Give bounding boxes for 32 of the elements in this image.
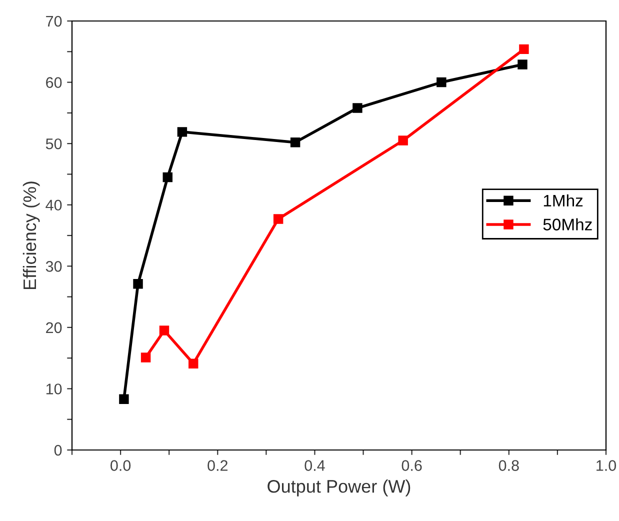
legend-label: 1Mhz	[544, 194, 583, 206]
x-tick-label: 1.0	[596, 460, 616, 471]
legend-label: 50Mhz	[543, 218, 592, 230]
point	[188, 358, 198, 368]
point	[177, 127, 188, 137]
y-tick-label: 10	[46, 384, 62, 394]
point	[290, 137, 300, 148]
point	[436, 77, 446, 88]
y-tick-label: 0	[54, 444, 62, 456]
x-axis-title: Output Power (W)	[268, 480, 410, 496]
point	[140, 352, 151, 362]
point	[398, 136, 408, 146]
y-tick-label: 20	[46, 322, 62, 334]
point	[518, 60, 528, 70]
point	[159, 326, 170, 336]
point	[519, 44, 529, 54]
y-tick-label: 40	[46, 200, 62, 211]
point	[352, 103, 362, 113]
point	[133, 279, 143, 289]
x-tick-label: 0.6	[402, 460, 422, 471]
x-tick-label: 0.2	[208, 460, 228, 471]
y-tick-label: 70	[46, 16, 62, 27]
x-tick-label: 0.8	[498, 460, 519, 471]
point	[273, 214, 284, 224]
point	[119, 394, 129, 404]
point	[162, 172, 172, 182]
x-tick-label: 0.4	[304, 460, 325, 471]
y-tick-label: 30	[46, 261, 62, 272]
y-tick-label: 60	[46, 77, 62, 88]
x-tick-label: 0.0	[110, 460, 131, 471]
y-tick-label: 50	[46, 138, 62, 150]
y-axis-title: Efficiency (%)	[22, 182, 40, 290]
